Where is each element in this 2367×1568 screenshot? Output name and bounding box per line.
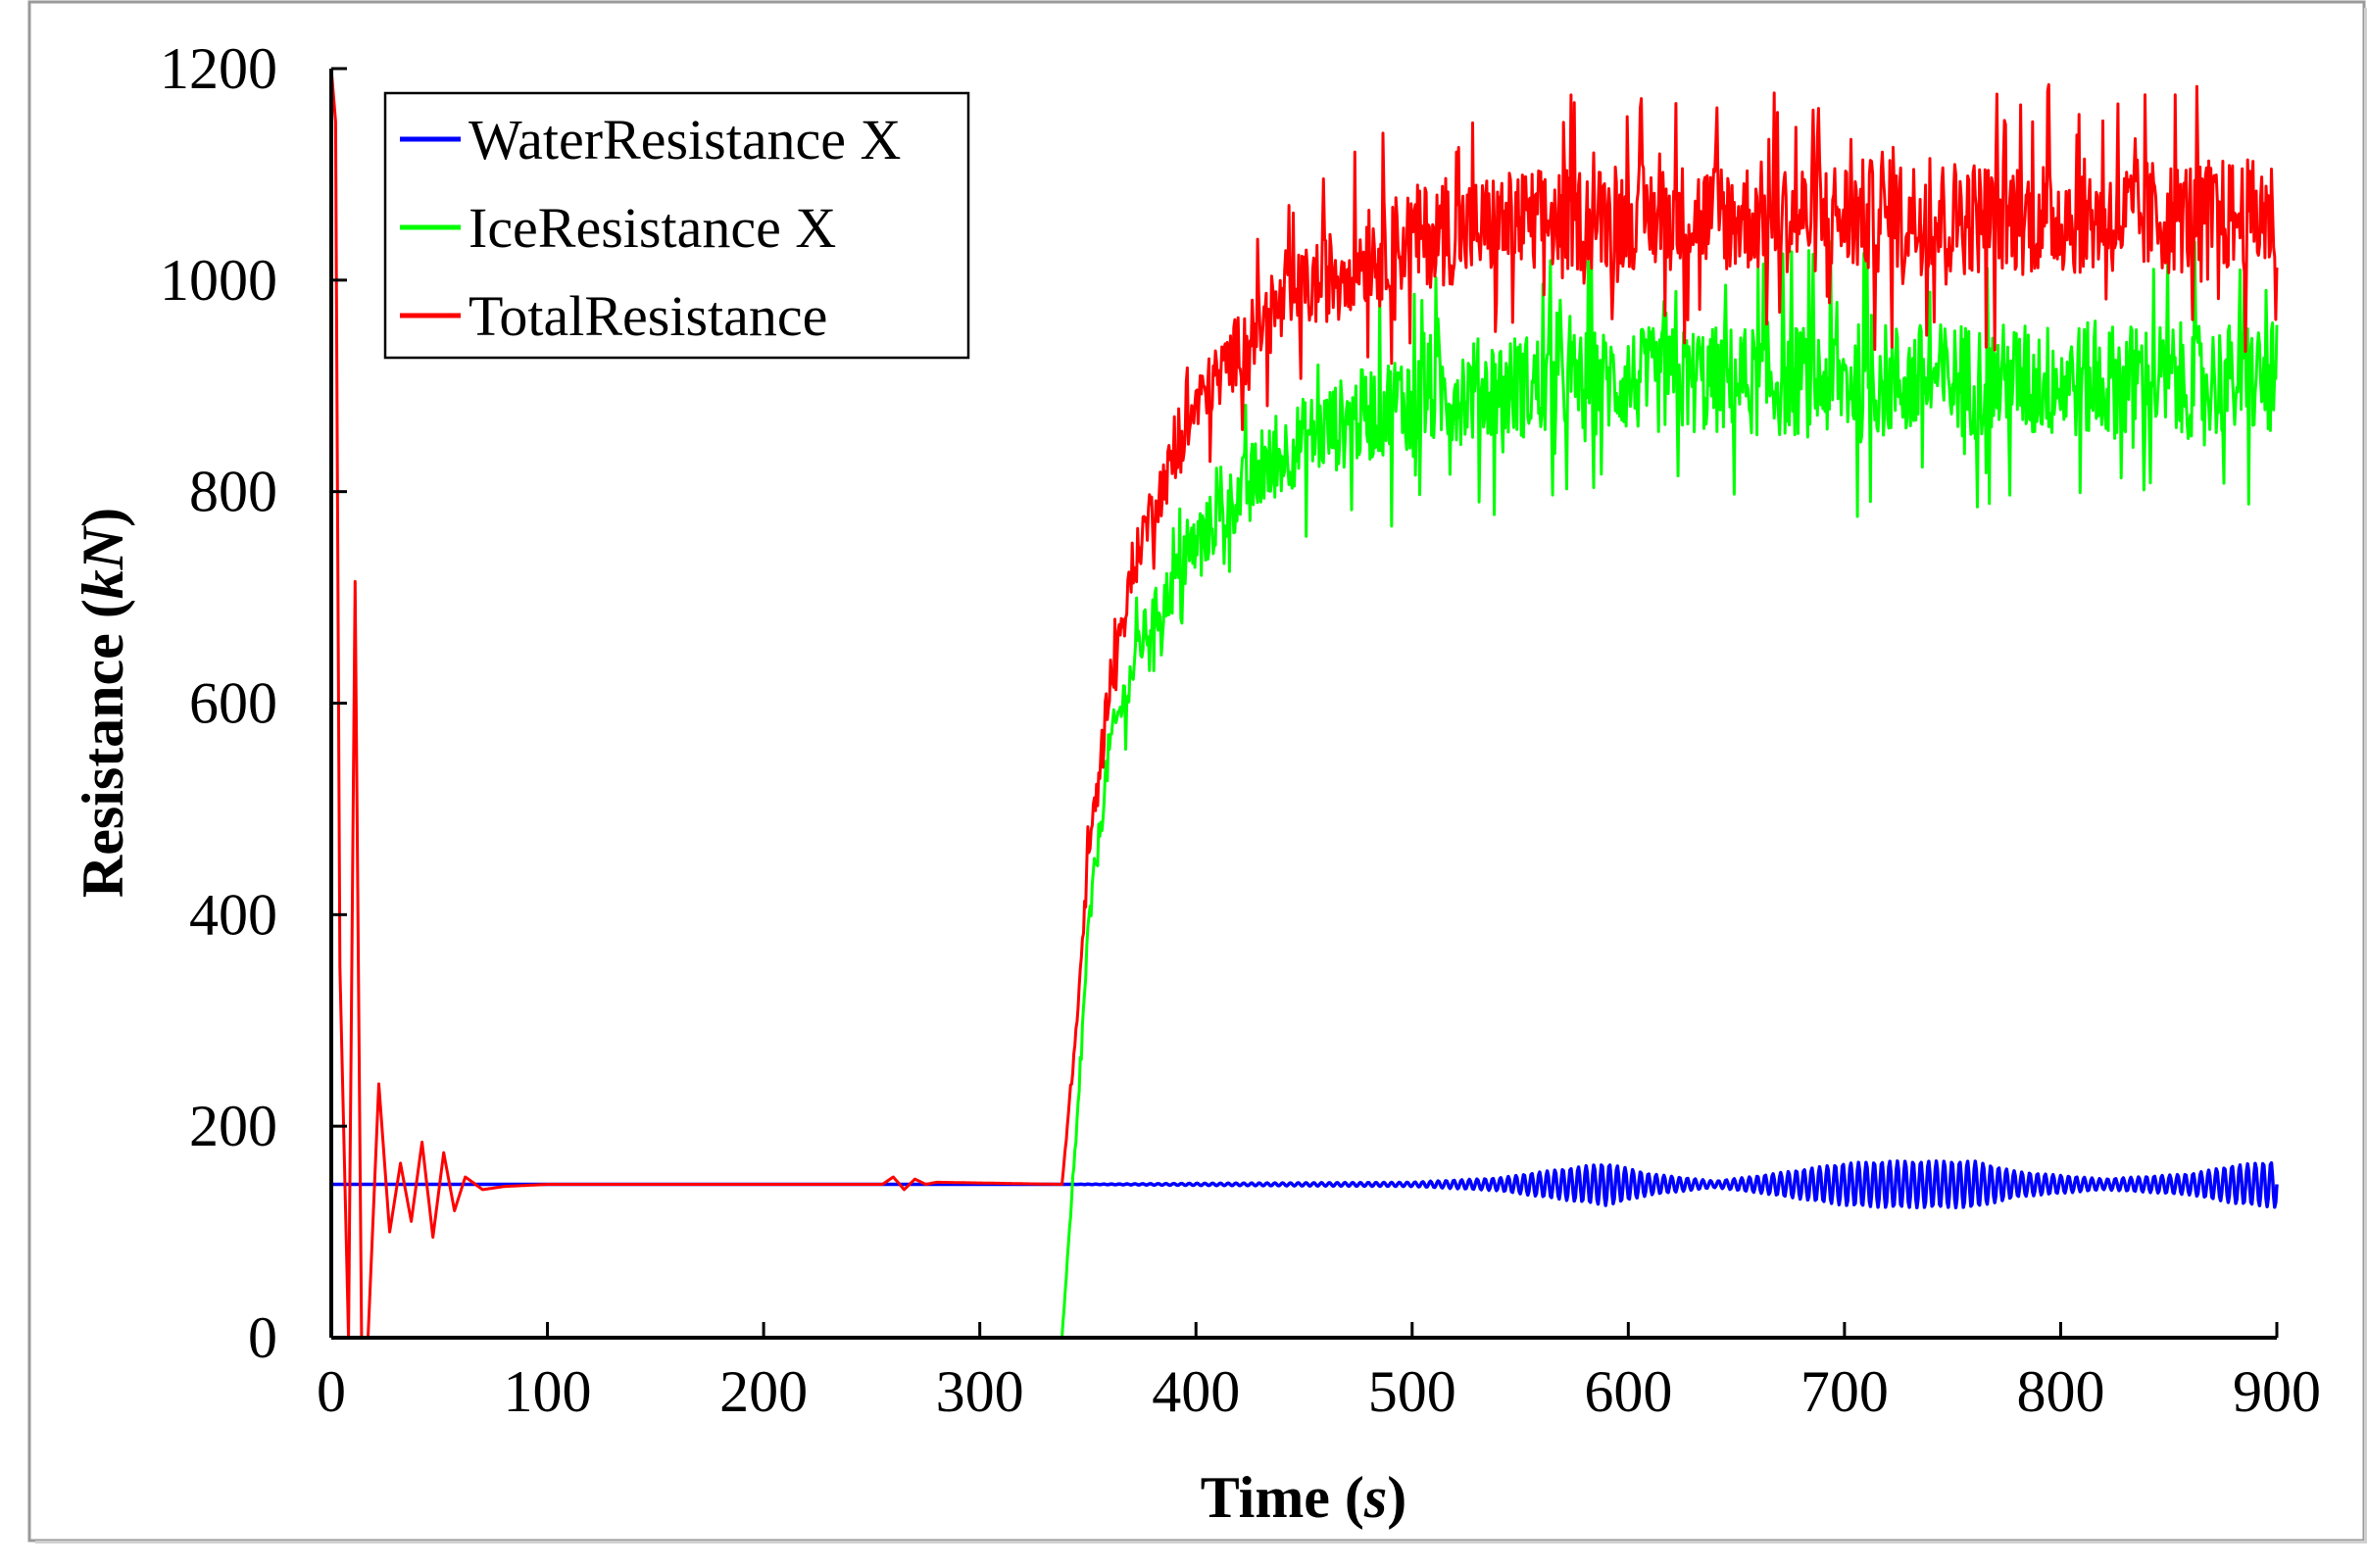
legend-label-ice: IceResistance X [468,196,836,260]
legend: WaterResistance X IceResistance X TotalR… [383,91,970,360]
figure-frame-shadow-right [2364,8,2367,1544]
total-resistance-line [329,68,2279,1340]
x-tick-label: 600 [1584,1359,1672,1424]
y-tick-label: 1000 [160,248,277,313]
x-tick-label: 900 [2233,1359,2321,1424]
legend-item-water: WaterResistance X [400,108,901,172]
y-tick-label: 400 [189,882,277,947]
y-axis-title: Resistance (kN) [71,508,135,898]
x-axis-ticks: 0 100 200 300 400 500 600 700 800 900 [317,1322,2321,1424]
legend-box [383,91,970,360]
legend-item-total: TotalResistance [400,284,827,348]
x-tick-label: 100 [504,1359,592,1424]
y-tick-label: 200 [189,1094,277,1158]
y-tick-label: 800 [189,460,277,524]
y-tick-label: 1200 [160,36,277,101]
x-tick-label: 0 [317,1359,346,1424]
figure-frame-shadow-bottom [35,1541,2367,1544]
x-tick-label: 500 [1368,1359,1456,1424]
x-tick-label: 800 [2016,1359,2104,1424]
legend-label-water: WaterResistance X [468,108,901,172]
legend-item-ice: IceResistance X [400,196,836,260]
x-axis-title: Time (s) [1201,1465,1407,1530]
x-tick-label: 300 [936,1359,1024,1424]
x-tick-label: 400 [1152,1359,1240,1424]
y-tick-label: 0 [248,1305,277,1370]
legend-label-total: TotalResistance [468,284,827,348]
x-tick-label: 200 [719,1359,808,1424]
y-axis-ticks: 0 200 400 600 800 1000 1200 [160,36,347,1370]
y-tick-label: 600 [189,671,277,736]
x-tick-label: 700 [1800,1359,1889,1424]
